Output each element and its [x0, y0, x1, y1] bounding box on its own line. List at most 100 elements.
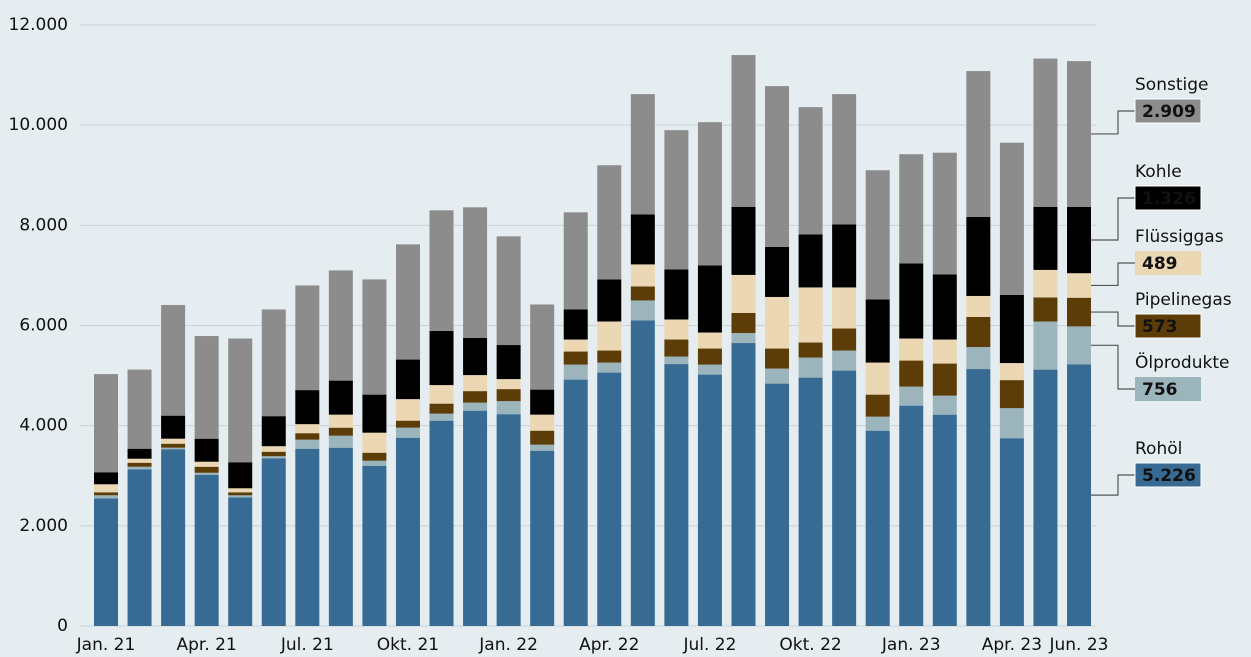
bar-segment	[1033, 269, 1058, 298]
bar-segment	[161, 447, 186, 450]
bar-segment	[597, 279, 622, 322]
bar-segment	[664, 364, 689, 626]
bar-segment	[1033, 206, 1058, 270]
bar-segment	[664, 130, 689, 270]
bar-segment	[194, 461, 219, 467]
y-tick-label: 8.000	[19, 215, 68, 235]
y-tick-label: 12.000	[9, 15, 68, 35]
bar-segment	[697, 332, 722, 349]
bar-segment	[999, 142, 1024, 295]
bar-segment	[94, 484, 118, 493]
bar-segment	[899, 405, 924, 626]
bar-segment	[697, 122, 722, 266]
bar-segment	[832, 328, 857, 351]
bar-segment	[530, 450, 555, 626]
bar-segment	[429, 403, 454, 414]
bar-segment	[395, 359, 420, 400]
bar-segment	[630, 264, 655, 287]
bar-segment	[597, 362, 622, 373]
bar-segment	[1033, 297, 1058, 322]
x-tick-label: Jan. 21	[76, 635, 136, 655]
bar-segment	[161, 415, 186, 439]
bar-segment	[530, 444, 555, 451]
bar-segment	[597, 350, 622, 363]
bar-segment	[563, 309, 588, 340]
bar-segment	[999, 363, 1024, 381]
bar-segment	[932, 395, 957, 415]
bar-segment	[530, 414, 555, 431]
bar-segment	[798, 342, 823, 358]
value-label-box	[1134, 98, 1202, 124]
bar-segment	[932, 363, 957, 396]
bar-segment	[865, 416, 890, 431]
bar-segment	[731, 55, 756, 207]
bar-segment	[865, 299, 890, 363]
bar-segment	[328, 447, 353, 626]
bar-segment	[765, 383, 790, 626]
bar-segment	[94, 498, 118, 626]
value-label: 5.226	[1142, 466, 1196, 486]
legend-label: Kohle	[1135, 162, 1182, 182]
bar-segment	[597, 321, 622, 351]
bar-segment	[765, 296, 790, 349]
bar-segment	[765, 246, 790, 297]
value-label-box	[1135, 251, 1201, 275]
bar-segment	[697, 265, 722, 333]
x-tick-label: Apr. 22	[579, 635, 639, 655]
bar-segment	[395, 244, 420, 360]
bar-segment	[94, 472, 118, 485]
bar-segment	[496, 401, 521, 415]
bar-segment	[865, 430, 890, 626]
bar-segment	[429, 210, 454, 332]
bar-segment	[731, 343, 756, 626]
bar-segment	[362, 394, 387, 433]
bar-segment	[899, 386, 924, 406]
bar-segment	[630, 286, 655, 301]
bar-segment	[765, 86, 790, 247]
legend-label: Sonstige	[1135, 75, 1208, 95]
bar-segment	[530, 430, 555, 445]
bar-segment	[194, 472, 219, 475]
bar-segment	[899, 154, 924, 264]
value-label: 1.326	[1142, 189, 1196, 209]
x-tick-label: Okt. 21	[377, 635, 439, 655]
bar-segment	[362, 465, 387, 626]
bar-segment	[429, 413, 454, 421]
bar-segment	[228, 495, 253, 498]
bar-segment	[362, 432, 387, 453]
legend-label: Ölprodukte	[1135, 351, 1229, 373]
bar-segment	[295, 285, 320, 391]
bar-segment	[228, 492, 253, 496]
x-tick-label: Jun. 23	[1048, 635, 1108, 655]
bar-segment	[395, 437, 420, 626]
x-tick-label: Jan. 22	[478, 635, 538, 655]
bar-segment	[1033, 369, 1058, 626]
bar-segment	[1033, 58, 1058, 207]
bar-segment	[731, 312, 756, 334]
bar-segment	[664, 356, 689, 365]
bar-segment	[328, 414, 353, 428]
bar-segment	[966, 71, 991, 217]
bar-segment	[228, 338, 253, 463]
bar-segment	[932, 414, 957, 626]
legend-label: Rohöl	[1135, 439, 1182, 459]
value-label: 489	[1142, 254, 1178, 274]
bar-segment	[731, 274, 756, 313]
bar-segment	[295, 448, 320, 626]
bar-segment	[463, 410, 488, 626]
bar-segment	[1067, 206, 1091, 274]
bar-segment	[228, 497, 253, 626]
bar-segment	[563, 364, 588, 380]
bar-segment	[899, 360, 924, 387]
bar-segment	[697, 364, 722, 375]
bar-segment	[161, 304, 186, 416]
bar-segment	[832, 350, 857, 371]
bar-segment	[429, 331, 454, 386]
bar-segment	[597, 372, 622, 626]
x-tick-label: Jul. 21	[280, 635, 334, 655]
bar-segment	[664, 269, 689, 320]
bar-segment	[932, 152, 957, 275]
value-label: 2.909	[1142, 102, 1196, 122]
bar-segment	[328, 270, 353, 381]
bar-segment	[362, 452, 387, 461]
